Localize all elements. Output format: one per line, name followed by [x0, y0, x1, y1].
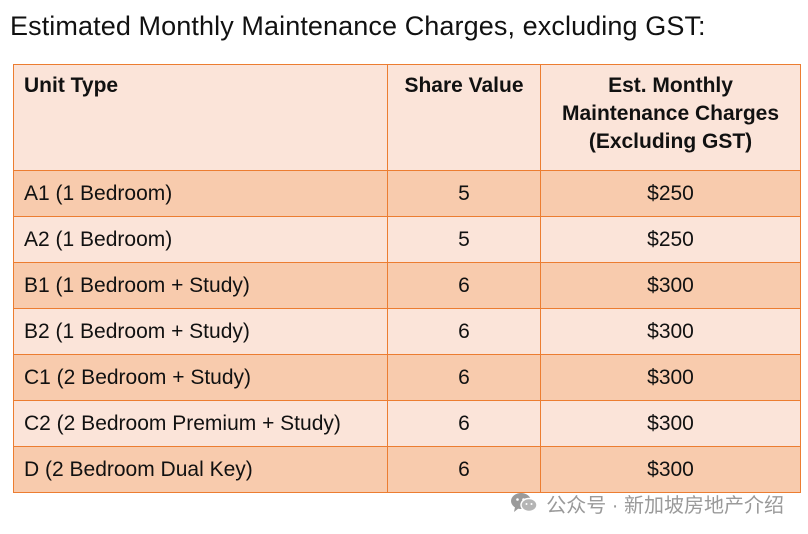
- share-value-cell: 6: [387, 354, 541, 401]
- unit-type-cell: B1 (1 Bedroom + Study): [13, 262, 388, 309]
- table-header: Unit Type Share Value Est. Monthly Maint…: [13, 64, 801, 171]
- maintenance-charges-table-container: Unit Type Share Value Est. Monthly Maint…: [13, 64, 801, 493]
- unit-type-cell: C1 (2 Bedroom + Study): [13, 354, 388, 401]
- header-charges-line-3: (Excluding GST): [588, 130, 753, 153]
- unit-type-cell: D (2 Bedroom Dual Key): [13, 446, 388, 493]
- share-value-cell: 6: [387, 262, 541, 309]
- header-charges-line-1: Est. Monthly: [608, 74, 733, 97]
- table-row: C2 (2 Bedroom Premium + Study) 6 $300: [13, 400, 801, 447]
- header-share-value: Share Value: [387, 64, 541, 171]
- table-row: B2 (1 Bedroom + Study) 6 $300: [13, 308, 801, 355]
- charge-cell: $300: [540, 308, 801, 355]
- share-value-cell: 5: [387, 216, 541, 263]
- unit-type-cell: C2 (2 Bedroom Premium + Study): [13, 400, 388, 447]
- share-value-cell: 6: [387, 446, 541, 493]
- share-value-cell: 5: [387, 170, 541, 217]
- table-row: D (2 Bedroom Dual Key) 6 $300: [13, 446, 801, 493]
- header-charges-line-2: Maintenance Charges: [561, 102, 780, 125]
- charge-cell: $300: [540, 446, 801, 493]
- watermark: 公众号 · 新加坡房地产介绍: [510, 490, 784, 517]
- share-value-cell: 6: [387, 308, 541, 355]
- wechat-icon: [510, 491, 538, 515]
- share-value-cell: 6: [387, 400, 541, 447]
- header-monthly-charges: Est. Monthly Maintenance Charges (Exclud…: [540, 64, 801, 171]
- table-row: A2 (1 Bedroom) 5 $250: [13, 216, 801, 263]
- charge-cell: $300: [540, 262, 801, 309]
- unit-type-cell: B2 (1 Bedroom + Study): [13, 308, 388, 355]
- maintenance-charges-table: Unit Type Share Value Est. Monthly Maint…: [13, 64, 801, 493]
- header-row: Unit Type Share Value Est. Monthly Maint…: [13, 64, 801, 171]
- unit-type-cell: A2 (1 Bedroom): [13, 216, 388, 263]
- table-row: C1 (2 Bedroom + Study) 6 $300: [13, 354, 801, 401]
- table-body: A1 (1 Bedroom) 5 $250 A2 (1 Bedroom) 5 $…: [13, 170, 801, 493]
- header-unit-type: Unit Type: [13, 64, 388, 171]
- table-row: B1 (1 Bedroom + Study) 6 $300: [13, 262, 801, 309]
- charge-cell: $300: [540, 354, 801, 401]
- watermark-text: 公众号 · 新加坡房地产介绍: [546, 494, 784, 517]
- unit-type-cell: A1 (1 Bedroom): [13, 170, 388, 217]
- table-row: A1 (1 Bedroom) 5 $250: [13, 170, 801, 217]
- charge-cell: $250: [540, 170, 801, 217]
- charge-cell: $300: [540, 400, 801, 447]
- charge-cell: $250: [540, 216, 801, 263]
- page-title: Estimated Monthly Maintenance Charges, e…: [10, 11, 706, 41]
